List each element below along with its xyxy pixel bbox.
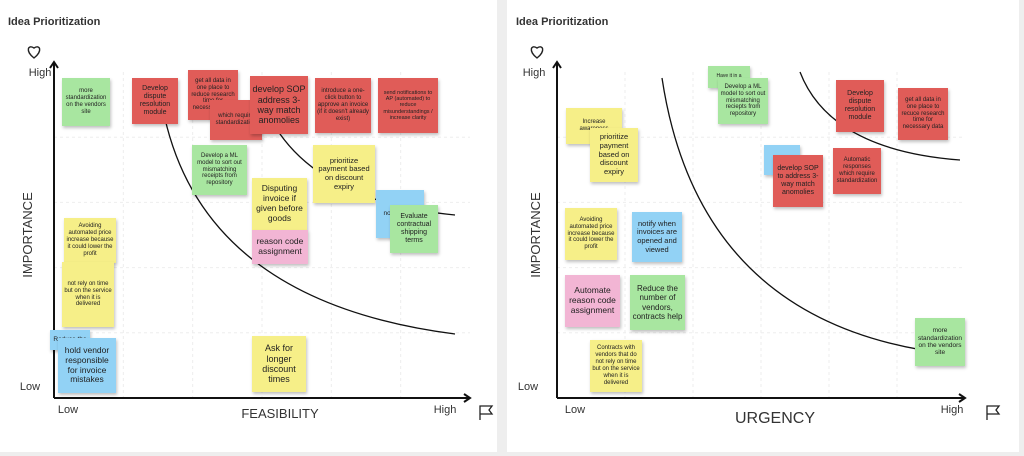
sticky-note: Evaluate contractual shipping terms <box>390 205 438 253</box>
sticky-note: Develop dispute resolution module <box>132 78 178 124</box>
sticky-note: prioritize payment based on discount exp… <box>590 128 638 182</box>
sticky-note: more standardization on the vendors site <box>915 318 965 366</box>
sticky-note: hold vendor responsible for invoice mist… <box>58 338 116 393</box>
sticky-note: Automate reason code assignment <box>565 275 620 327</box>
sticky-note: Disputing invoice if given before goods <box>252 178 307 230</box>
panel-title: Idea Prioritization <box>8 16 101 28</box>
sticky-note: prioritize payment based on discount exp… <box>313 145 375 203</box>
sticky-note: Automatic responses which require standa… <box>833 148 881 194</box>
sticky-note: not rely on time but on the service when… <box>62 262 114 327</box>
sticky-note: reason code assignment <box>252 230 308 264</box>
sticky-note: send notifications to AP (automated) to … <box>378 78 438 133</box>
sticky-note: Develop dispute resolution module <box>836 80 884 132</box>
sticky-note: Avoiding automated price increase becaus… <box>64 218 116 263</box>
sticky-note: develop SOP to address 3-way match anomo… <box>773 155 823 207</box>
sticky-note: introduce a one-click button to approve … <box>315 78 371 133</box>
sticky-note: Avoiding automated price increase becaus… <box>565 208 617 260</box>
sticky-note: more standardization on the vendors site <box>62 78 110 126</box>
sticky-note: develop SOP address 3-way match anomolie… <box>250 76 308 134</box>
sticky-note: notify when invoices are opened and view… <box>632 212 682 262</box>
sticky-note: get all data in one place to recuce rese… <box>898 88 948 140</box>
sticky-note: Contracts with vendors that do not rely … <box>590 340 642 392</box>
sticky-note: Ask for longer discount times <box>252 336 306 392</box>
sticky-note: Reduce the number of vendors, contracts … <box>630 275 685 330</box>
sticky-note: Develop a ML model to sort out mismatchi… <box>718 78 768 124</box>
panel-title: Idea Prioritization <box>516 16 609 28</box>
sticky-note: Develop a ML model to sort out mismatchi… <box>192 145 247 195</box>
